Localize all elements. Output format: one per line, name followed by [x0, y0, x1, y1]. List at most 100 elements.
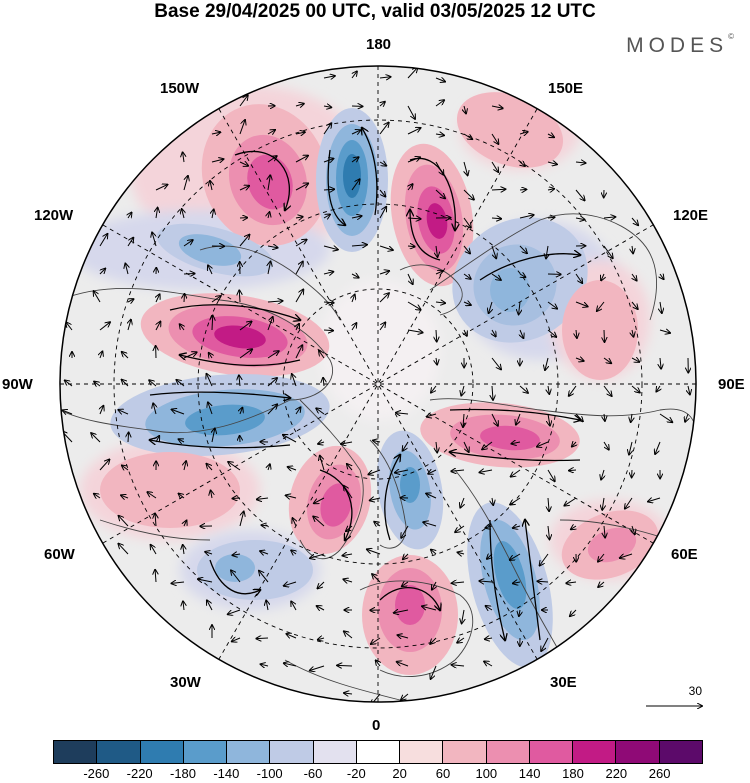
wind-vector: [122, 380, 129, 387]
wind-vector: [207, 464, 213, 471]
wind-vector: [99, 234, 107, 247]
colorbar-ticks: -260 -220 -180 -140 -100 -60 -20 20 60 100 140 180 2…: [53, 766, 703, 782]
wind-vector: [63, 410, 73, 414]
wind-vector: [212, 316, 213, 331]
wind-vector: [455, 525, 465, 532]
wind-vector: [99, 460, 109, 471]
wind-vector: [603, 245, 613, 258]
wind-vector: [491, 245, 496, 258]
wind-vector: [292, 374, 297, 387]
wind-vector: [288, 467, 297, 470]
wind-vector: [603, 441, 609, 450]
wind-vector: [394, 610, 409, 613]
wind-vector: [659, 413, 672, 422]
wind-vector: [262, 525, 269, 526]
wind-vector: [267, 156, 277, 163]
wind-vector: [210, 181, 212, 191]
wind-vector: [208, 402, 213, 415]
wind-vector: [100, 406, 103, 415]
wind-vector: [233, 498, 241, 499]
wind-vector: [601, 469, 604, 480]
wind-vector: [492, 329, 496, 336]
wind-vector: [323, 246, 338, 250]
wind-vector: [295, 132, 305, 134]
wind-vector: [491, 133, 498, 144]
wind-vector: [435, 134, 444, 135]
colorbar-tick-label: -140: [213, 766, 240, 781]
wind-vector: [431, 550, 436, 554]
colorbar-tick-label: -20: [346, 766, 366, 781]
wind-vector: [491, 357, 501, 369]
anomaly-neg-120e: [452, 217, 588, 343]
wind-vector: [520, 274, 525, 277]
wind-vector: [480, 470, 493, 472]
wind-vector: [119, 516, 129, 527]
label-120e: 120E: [673, 207, 709, 224]
colorbar-tick-label: 180: [562, 766, 584, 781]
wind-vector: [397, 662, 409, 667]
wind-vector: [575, 189, 585, 200]
wind-vector: [379, 207, 386, 219]
wind-vector: [344, 631, 353, 639]
wind-vector: [172, 582, 185, 583]
wind-vector: [547, 301, 557, 309]
wind-vector: [492, 385, 493, 400]
colorbar-tick-label: 100: [475, 766, 498, 781]
wind-vector: [604, 413, 605, 421]
wind-vector: [519, 189, 526, 190]
wind-vector: [296, 407, 301, 415]
wind-vector: [520, 162, 525, 166]
wind-vector: [491, 273, 501, 280]
wind-vector: [620, 553, 633, 558]
wind-vector: [407, 301, 421, 310]
wind-vector: [463, 189, 474, 200]
wind-vector: [239, 96, 248, 107]
wind-vector: [352, 295, 355, 303]
wind-vector: [407, 246, 415, 247]
wind-vector: [228, 462, 241, 471]
wind-vector: [371, 637, 381, 644]
wind-vector: [177, 380, 185, 387]
wind-vector: [407, 128, 421, 135]
wind-vector: [295, 156, 308, 163]
colorbar-swatch: [183, 740, 228, 764]
wind-vector: [65, 380, 73, 387]
wind-vector: [295, 104, 304, 106]
wind-vector: [318, 638, 325, 640]
wind-vector: [121, 495, 129, 498]
wind-vector: [261, 664, 269, 666]
wind-vector: [180, 324, 184, 331]
wind-vector: [632, 273, 637, 281]
wind-vector: [156, 294, 160, 303]
wind-vector: [435, 271, 443, 274]
graticule: [60, 66, 696, 702]
colorbar-tick-label: -60: [303, 766, 323, 781]
wind-vector: [147, 492, 157, 499]
wind-vector: [319, 351, 325, 359]
colorbar-swatch: [356, 740, 401, 764]
wind-vector: [489, 301, 492, 313]
label-180: 180: [366, 36, 392, 53]
wind-vector: [128, 213, 132, 218]
wind-vector: [513, 526, 521, 528]
wind-vector: [601, 273, 604, 280]
wind-vector: [351, 245, 367, 246]
wind-vector: [122, 466, 129, 471]
wind-vector: [295, 240, 307, 247]
wind-vector: [436, 357, 437, 365]
wind-vector: [323, 330, 333, 331]
wind-vector: [631, 413, 632, 422]
modes-logo: MODES©: [626, 32, 734, 58]
wind-vector: [603, 385, 612, 396]
wind-vector: [463, 274, 471, 279]
colorbar-swatch: [573, 740, 617, 764]
map-title: Base 29/04/2025 00 UTC, valid 03/05/2025…: [154, 1, 596, 22]
wind-vector: [128, 433, 129, 443]
colorbar-tick-label: 20: [392, 766, 407, 781]
wind-vector: [239, 162, 248, 166]
wind-vector: [660, 301, 662, 313]
wind-vector: [604, 329, 605, 342]
wind-vector: [211, 491, 212, 499]
wind-vector: [287, 634, 297, 638]
